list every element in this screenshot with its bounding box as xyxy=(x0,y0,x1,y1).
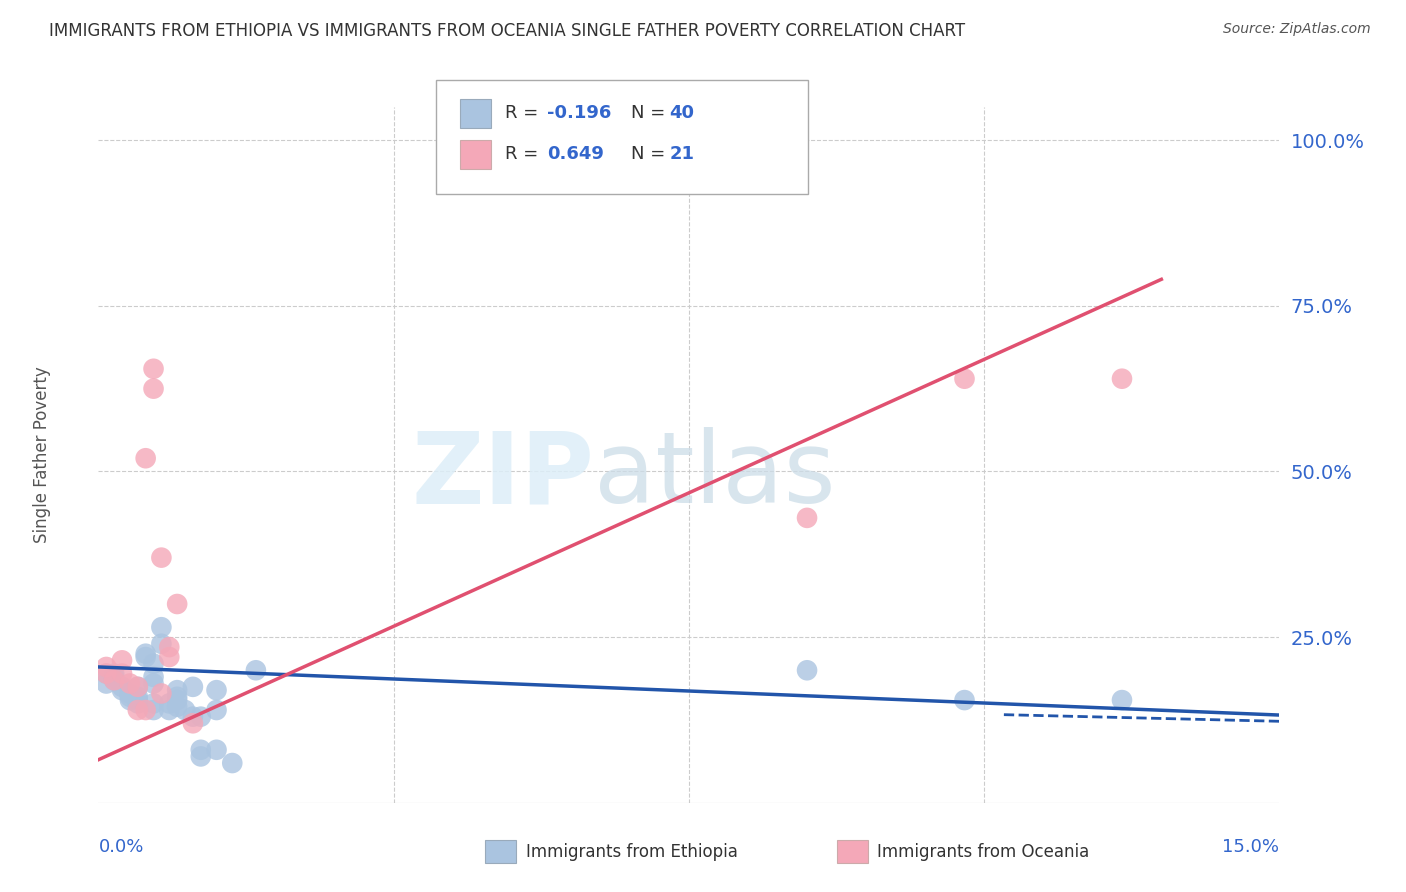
Point xyxy=(142,670,165,684)
Point xyxy=(135,647,157,661)
Text: Immigrants from Ethiopia: Immigrants from Ethiopia xyxy=(526,843,738,861)
Point xyxy=(111,666,134,681)
Point xyxy=(181,680,204,694)
Text: N =: N = xyxy=(631,104,671,122)
Text: Immigrants from Oceania: Immigrants from Oceania xyxy=(877,843,1090,861)
Point xyxy=(127,690,149,704)
Point xyxy=(190,709,212,723)
Text: ZIP: ZIP xyxy=(412,427,595,524)
Point xyxy=(135,703,157,717)
Point xyxy=(157,697,180,711)
Point xyxy=(135,650,157,665)
Point xyxy=(111,653,134,667)
Point xyxy=(142,676,165,690)
Point xyxy=(166,597,188,611)
Point xyxy=(96,666,118,681)
Point xyxy=(796,663,818,677)
Point xyxy=(127,680,149,694)
Point xyxy=(118,676,141,690)
Text: 21: 21 xyxy=(669,145,695,163)
Point xyxy=(166,690,188,704)
Point xyxy=(796,511,818,525)
Point xyxy=(103,673,125,688)
Point xyxy=(111,680,134,694)
Point xyxy=(118,693,141,707)
Point xyxy=(127,680,149,694)
Point xyxy=(96,660,118,674)
Point xyxy=(221,756,243,770)
Text: 0.0%: 0.0% xyxy=(98,838,143,856)
Point xyxy=(157,703,180,717)
Text: Source: ZipAtlas.com: Source: ZipAtlas.com xyxy=(1223,22,1371,37)
Text: 40: 40 xyxy=(669,104,695,122)
Point xyxy=(166,693,188,707)
Point xyxy=(205,743,228,757)
Point xyxy=(142,657,165,671)
Point xyxy=(205,683,228,698)
Point xyxy=(127,703,149,717)
Point xyxy=(96,666,118,681)
Point xyxy=(135,451,157,466)
Text: R =: R = xyxy=(505,145,544,163)
Point xyxy=(157,650,180,665)
Text: atlas: atlas xyxy=(595,427,837,524)
Text: -0.196: -0.196 xyxy=(547,104,612,122)
Point xyxy=(103,666,125,681)
Point xyxy=(245,663,267,677)
Text: Single Father Poverty: Single Father Poverty xyxy=(32,367,51,543)
Point xyxy=(166,699,188,714)
Point xyxy=(103,673,125,688)
Point xyxy=(150,637,173,651)
Point xyxy=(118,686,141,700)
Point xyxy=(150,686,173,700)
Text: 15.0%: 15.0% xyxy=(1222,838,1279,856)
Point xyxy=(127,693,149,707)
Point xyxy=(1111,372,1133,386)
Point xyxy=(142,382,165,396)
Point xyxy=(157,640,180,654)
Point xyxy=(190,743,212,757)
Point xyxy=(166,683,188,698)
Point xyxy=(142,697,165,711)
Point xyxy=(205,703,228,717)
Point xyxy=(181,716,204,731)
Point xyxy=(190,749,212,764)
Text: R =: R = xyxy=(505,104,544,122)
Point xyxy=(181,709,204,723)
Text: 0.649: 0.649 xyxy=(547,145,603,163)
Point xyxy=(953,693,976,707)
Point xyxy=(111,683,134,698)
Point xyxy=(142,361,165,376)
Point xyxy=(1111,693,1133,707)
Point xyxy=(174,703,197,717)
Point xyxy=(142,703,165,717)
Point xyxy=(150,620,173,634)
Point xyxy=(150,550,173,565)
Point xyxy=(96,676,118,690)
Text: N =: N = xyxy=(631,145,671,163)
Text: IMMIGRANTS FROM ETHIOPIA VS IMMIGRANTS FROM OCEANIA SINGLE FATHER POVERTY CORREL: IMMIGRANTS FROM ETHIOPIA VS IMMIGRANTS F… xyxy=(49,22,966,40)
Point xyxy=(118,690,141,704)
Point xyxy=(127,697,149,711)
Point xyxy=(953,372,976,386)
Point xyxy=(103,670,125,684)
